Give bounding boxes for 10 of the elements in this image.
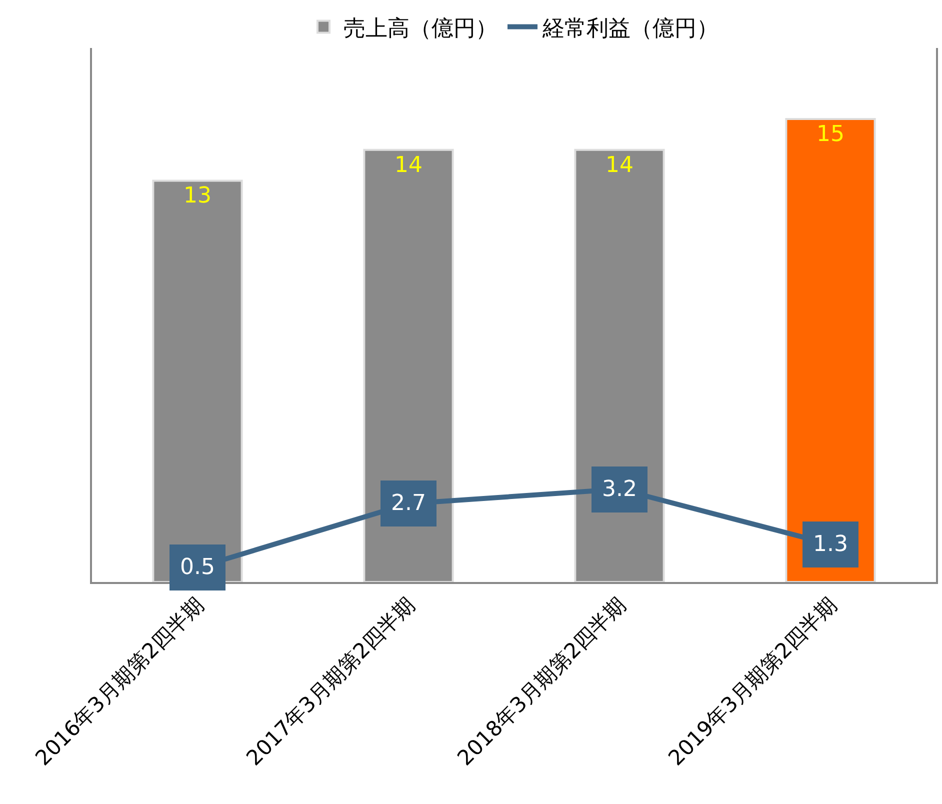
legend-label: 売上高（億円） xyxy=(344,16,498,42)
data-label: 13 xyxy=(184,184,212,209)
data-label: 15 xyxy=(816,122,844,147)
data-label: 1.3 xyxy=(813,532,848,557)
data-label: 3.2 xyxy=(602,477,637,502)
legend-label: 経常利益（億円） xyxy=(542,16,718,42)
data-label: 0.5 xyxy=(180,555,215,580)
data-label: 2.7 xyxy=(391,491,426,516)
data-label: 14 xyxy=(394,152,422,178)
data-label: 14 xyxy=(606,152,634,178)
